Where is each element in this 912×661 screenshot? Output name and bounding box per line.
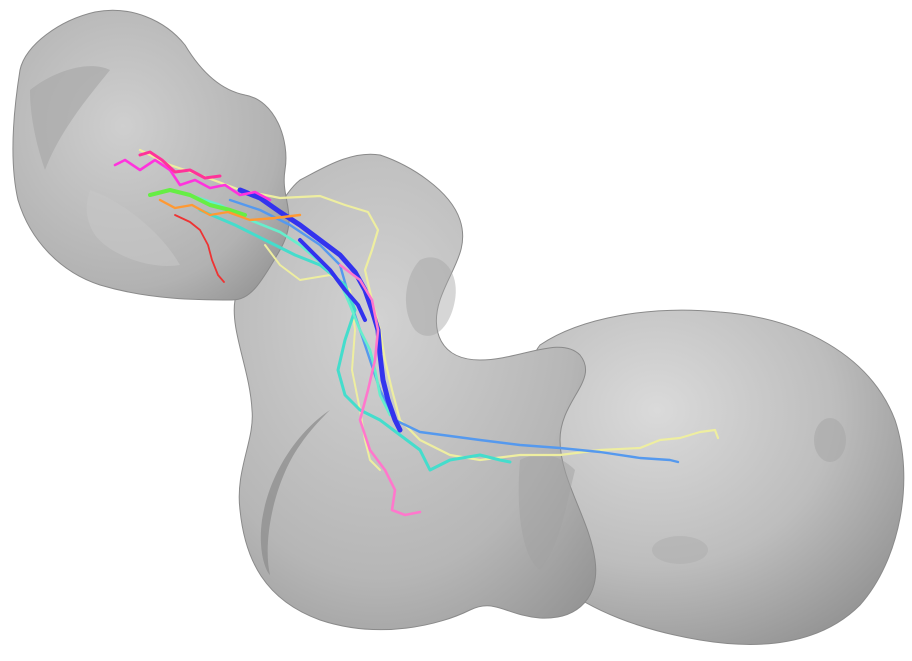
trajectory-cyan xyxy=(198,208,512,472)
trajectory-pale-yellow xyxy=(138,148,720,462)
trajectory-pale-yellow-2 xyxy=(264,244,381,471)
trajectory-red xyxy=(174,214,225,283)
trajectory-lime xyxy=(148,188,247,217)
trajectories xyxy=(113,148,720,517)
surface-fold-head xyxy=(30,66,110,170)
trajectory-hot-pink xyxy=(138,150,222,180)
surface-crease-neck xyxy=(260,410,330,575)
trajectory-magenta xyxy=(113,158,272,202)
trajectory-pink xyxy=(338,263,422,517)
surface-dent-body xyxy=(405,257,456,336)
surface-waist xyxy=(518,454,575,570)
surface-shell xyxy=(12,9,905,645)
surface-dimple-bulb xyxy=(814,418,846,462)
trajectory-orange xyxy=(158,198,302,222)
surface-fold-head-2 xyxy=(86,190,180,266)
surface-dimple-bulb-2 xyxy=(652,536,708,564)
trajectory-blue-2 xyxy=(298,238,367,322)
